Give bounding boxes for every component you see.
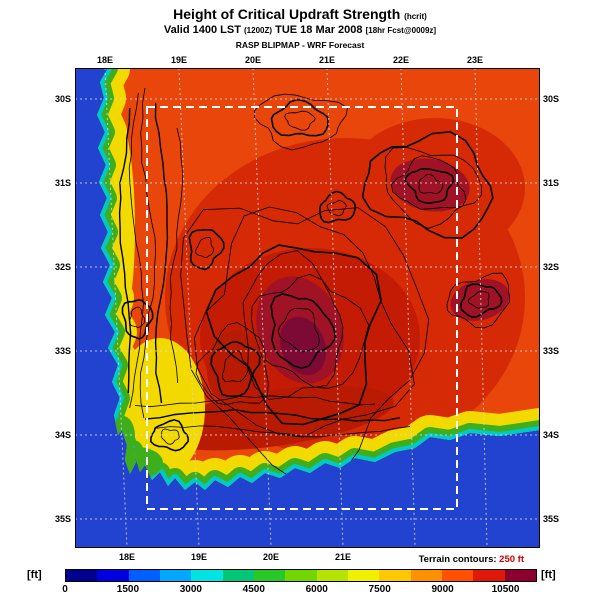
colorbar-segment [191,570,223,581]
colorbar-unit-right: [ft] [541,569,556,581]
lon-tick-top: 18E [96,55,114,65]
lat-tick-right: 32S [543,262,560,272]
latlon-grid [75,68,540,548]
lat-tick-right: 35S [543,514,560,524]
colorbar-tick-label: 0 [62,584,68,595]
colorbar-segment [504,570,536,581]
lat-tick-left: 34S [54,430,71,440]
colorbar-tick-label: 6000 [305,584,328,595]
colorbar-segment [316,570,348,581]
colorbar-segment [128,570,160,581]
note-value: 250 ft [499,554,524,565]
valid-fcst: [18hr Fcst@0009z] [365,26,437,35]
colorbar-segment [441,570,474,581]
colorbar-segment [379,570,411,581]
terrain-contours-note: Terrain contours: 250 ft [419,554,524,565]
lat-tick-right: 30S [543,94,560,104]
valid-time-line: Valid 1400 LST (1200Z) TUE 18 Mar 2008 [… [0,24,600,36]
colorbar-segment [222,570,254,581]
map-area [75,68,540,548]
valid-ztime: (1200Z) [244,26,273,35]
note-label: Terrain contours: [418,554,497,565]
colorbar-labels: 0 1500 3000 4500 6000 7500 9000 10500 [62,584,537,596]
lat-tick-left: 31S [54,178,71,188]
colorbar-segment [159,570,192,581]
lat-tick-left: 33S [54,346,71,356]
colorbar-segment [66,570,98,581]
lat-tick-right: 31S [543,178,560,188]
colorbar-unit-left: [ft] [27,569,42,581]
valid-prefix: Valid 1400 LST [163,24,241,36]
model-line: RASP BLIPMAP - WRF Forecast [235,40,365,50]
colorbar-segment [347,570,380,581]
title-text: Height of Critical Updraft Strength [173,6,401,22]
colorbar-tick-label: 10500 [491,584,520,595]
colorbar-tick-label: 1500 [116,584,140,595]
lon-tick-top: 19E [170,55,188,65]
lon-tick-top: 20E [244,55,262,65]
colorbar-segment [97,570,129,581]
lat-tick-left: 32S [54,262,71,272]
lon-tick-top: 23E [466,55,484,65]
lat-tick-left: 30S [54,94,71,104]
title-variable: (hcrit) [404,12,427,21]
colorbar-tick-label: 9000 [431,584,454,595]
lat-tick-right: 33S [543,346,560,356]
lat-tick-left: 35S [54,514,71,524]
lat-tick-right: 34S [543,430,560,440]
colorbar-segment [473,570,505,581]
colorbar-tick-label: 3000 [179,584,202,595]
lon-tick-bottom: 20E [262,552,280,562]
lon-tick-top: 22E [392,55,410,65]
colorbar-tick-label: 7500 [368,584,391,595]
colorbar [65,569,537,582]
nest-boundary [146,106,458,510]
colorbar-segment [285,570,317,581]
valid-date: TUE 18 Mar 2008 [275,24,363,36]
forecast-map [75,68,540,548]
lon-tick-bottom: 18E [118,552,136,562]
lon-tick-bottom: 21E [334,552,352,562]
lon-tick-bottom: 19E [190,552,208,562]
map-frame [75,68,540,548]
colorbar-segment [253,570,286,581]
colorbar-tick-label: 4500 [242,584,265,595]
colorbar-segment [410,570,442,581]
lon-tick-top: 21E [318,55,336,65]
page-title: Height of Critical Updraft Strength (hcr… [0,6,600,22]
